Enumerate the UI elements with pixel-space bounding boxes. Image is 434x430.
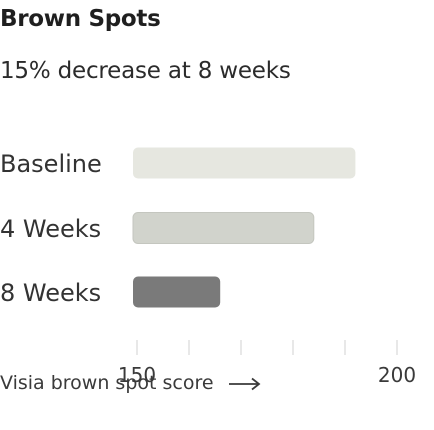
category-label: 4 Weeks xyxy=(0,215,101,243)
x-tick-label: 200 xyxy=(378,363,416,387)
x-axis-label: Visia brown spot score xyxy=(0,372,262,394)
bar xyxy=(132,212,315,244)
x-axis-label-text: Visia brown spot score xyxy=(0,372,214,394)
category-label: Baseline xyxy=(0,150,102,178)
bar xyxy=(133,276,221,308)
chart-title: Brown Spots xyxy=(0,6,161,32)
x-tick-label: 150 xyxy=(118,363,156,387)
chart-subtitle: 15% decrease at 8 weeks xyxy=(0,58,291,84)
arrow-right-icon xyxy=(228,377,261,390)
bar xyxy=(133,147,356,179)
category-label: 8 Weeks xyxy=(0,279,101,307)
